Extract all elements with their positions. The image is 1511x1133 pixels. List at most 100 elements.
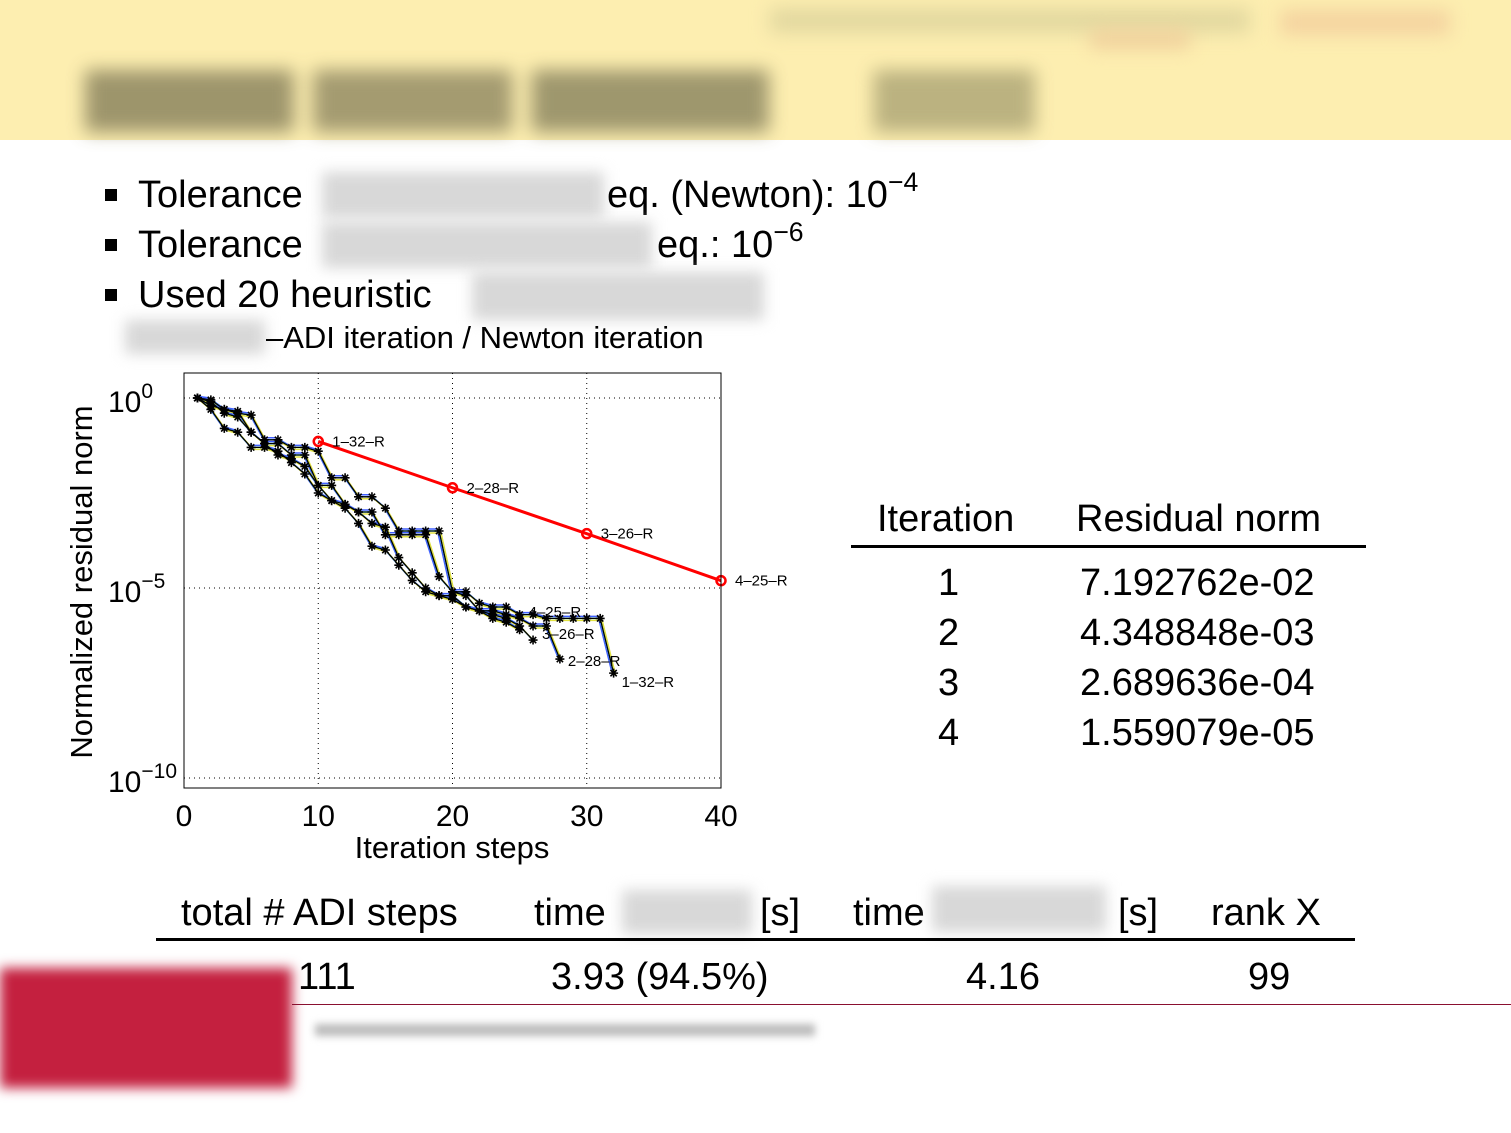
adi-point-marker: [246, 427, 256, 437]
residual-chart: 1–32–R2–28–R3–26–R4–25–R 1–32–R2–28–R3–2…: [64, 372, 788, 865]
adi-point-marker: [367, 518, 377, 528]
adi-labels: 1–32–R2–28–R 3–26–R 4–25–R: [529, 604, 675, 691]
adi-point-marker: [474, 606, 484, 616]
adi-point-marker: [233, 427, 243, 437]
header-time-2: time: [853, 892, 925, 934]
x-tick-label: 10: [302, 800, 335, 833]
adi-point-marker: [327, 480, 337, 490]
adi-point-marker: [407, 568, 417, 578]
iteration-cell: 3: [938, 662, 960, 704]
adi-point-marker: [515, 613, 525, 623]
residual-cell: 2.689636e-04: [1080, 662, 1315, 704]
table-rule: [156, 938, 1355, 941]
y-tick-base: 10: [108, 576, 141, 609]
plot-frame: [183, 372, 722, 789]
bullet-3-continuation: –ADI iteration / Newton iteration: [266, 320, 704, 355]
redacted-text: [622, 890, 752, 934]
newton-point-marker: [312, 435, 324, 448]
adi-point-marker: [555, 654, 565, 664]
iteration-cell: 2: [938, 612, 960, 654]
adi-point-marker: [313, 480, 323, 490]
adi-point-marker: [434, 526, 444, 536]
adi-point-marker: [313, 488, 323, 498]
adi-point-marker: [246, 410, 256, 420]
adi-point-marker: [300, 442, 310, 452]
adi-point-marker: [461, 591, 471, 601]
adi-point-marker: [421, 530, 431, 540]
adi-series-label: 2–28–R: [568, 653, 621, 670]
adi-point-marker: [260, 439, 270, 449]
adi-point-marker: [219, 408, 229, 418]
newton-point-label: 2–28–R: [467, 480, 520, 497]
redacted-text: [932, 886, 1106, 932]
adi-point-marker: [273, 439, 283, 449]
bullet-2-post: eq.: 10−6: [657, 219, 804, 266]
header-unit-1: [s]: [760, 892, 801, 934]
adi-point-marker: [582, 613, 592, 623]
adi-point-marker: [313, 446, 323, 456]
iteration-cell: 4: [938, 712, 960, 754]
adi-series-label: 1–32–R: [622, 674, 675, 691]
bullet-1-post: eq. (Newton): 10−4: [607, 169, 918, 214]
header-unit-2: [s]: [1118, 892, 1159, 934]
adi-point-marker: [541, 621, 551, 631]
bullet-marker: [105, 289, 117, 301]
value-time-2: 4.16: [966, 956, 1040, 998]
nav-highlight-redacted: [1090, 30, 1190, 48]
adi-point-marker: [340, 499, 350, 509]
residual-cell: 1.559079e-05: [1080, 712, 1315, 754]
adi-point-marker: [394, 560, 404, 570]
adi-point-marker: [354, 492, 364, 502]
adi-point-marker: [501, 617, 511, 627]
adi-point-marker: [488, 613, 498, 623]
newton-line: 1–32–R 2–28–R 3–26–R 4–25–R: [312, 433, 788, 590]
adi-point-marker: [461, 602, 471, 612]
y-axis-label: Normalized residual norm: [64, 405, 99, 758]
bullet-2-pre: Tolerance: [138, 224, 303, 266]
adi-point-marker: [380, 522, 390, 532]
value-time-1: 3.93 (94.5%): [551, 956, 769, 998]
adi-point-marker: [407, 530, 417, 540]
bullet-2-post-text: eq.: 10: [657, 224, 774, 266]
bullet-3-pre: Used 20 heuristic: [138, 274, 432, 316]
redacted-text: [322, 172, 604, 218]
adi-point-marker: [286, 454, 296, 464]
adi-point-marker: [434, 572, 444, 582]
header-total-adi-steps: total # ADI steps: [181, 892, 458, 934]
y-tick-label: 100: [108, 380, 153, 419]
header-time-1: time: [534, 892, 606, 934]
y-tick-label: 10−5: [108, 570, 165, 609]
bullet-1-pre: Tolerance: [138, 174, 303, 216]
y-tick-exponent: −5: [141, 570, 165, 593]
adi-point-marker: [434, 591, 444, 601]
adi-point-marker: [273, 450, 283, 460]
adi-point-marker: [300, 469, 310, 479]
adi-point-marker: [192, 393, 202, 403]
adi-point-marker: [501, 602, 511, 612]
adi-point-marker: [515, 625, 525, 635]
adi-series-label: 3–26–R: [542, 626, 595, 643]
grid: [184, 373, 721, 788]
adi-point-marker: [300, 461, 310, 471]
adi-point-marker: [394, 553, 404, 563]
adi-point-marker: [528, 610, 538, 620]
adi-point-marker: [541, 613, 551, 623]
newton-point-label: 1–32–R: [332, 433, 385, 450]
adi-point-marker: [528, 635, 538, 645]
x-tick-label: 0: [176, 800, 193, 833]
adi-point-marker: [206, 404, 216, 414]
x-axis-label: Iteration steps: [355, 830, 550, 865]
value-total-adi-steps: 111: [298, 956, 356, 998]
y-tick-exponent: 0: [141, 380, 153, 403]
adi-point-marker: [367, 541, 377, 551]
adi-point-marker: [380, 530, 390, 540]
y-tick-base: 10: [108, 386, 141, 419]
table-rule: [851, 545, 1366, 548]
newton-point-label: 4–25–R: [735, 573, 788, 590]
x-tick-label: 40: [704, 800, 737, 833]
col-header-residual: Residual norm: [1076, 498, 1321, 540]
adi-point-marker: [219, 423, 229, 433]
adi-lines: [192, 393, 619, 678]
col-header-iteration: Iteration: [877, 498, 1015, 540]
